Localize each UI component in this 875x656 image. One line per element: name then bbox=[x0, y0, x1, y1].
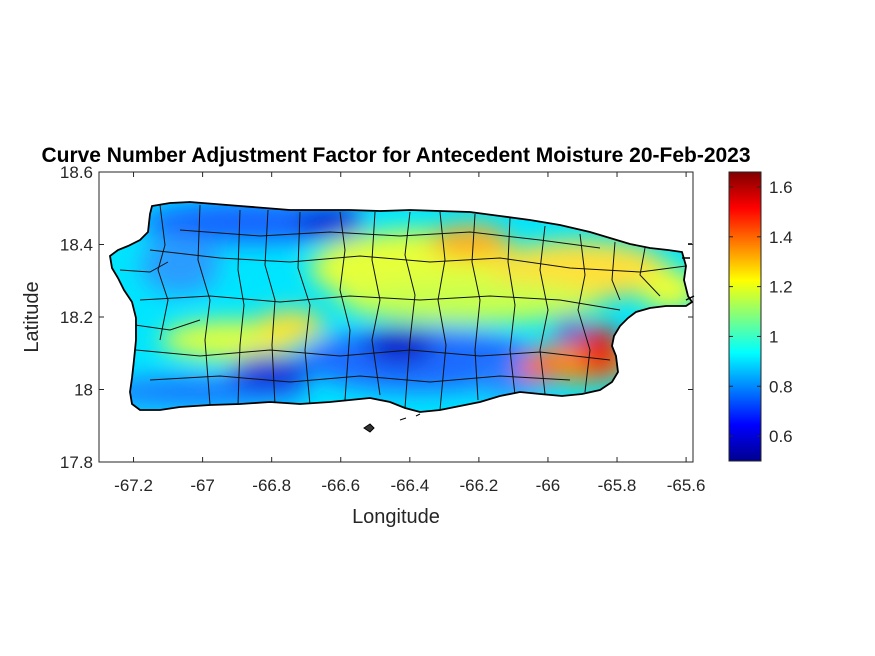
x-axis-label: Longitude bbox=[352, 506, 440, 528]
colorbar bbox=[728, 171, 762, 462]
y-tick-label: 18.2 bbox=[60, 308, 93, 327]
y-tick-label: 18.4 bbox=[60, 236, 93, 255]
y-tick-label: 18 bbox=[74, 381, 93, 400]
x-tick-label: -66.2 bbox=[460, 476, 499, 495]
colorbar-axis: 0.6 0.8 1 1.2 1.4 1.6 bbox=[729, 178, 793, 446]
x-tick-label: -66.8 bbox=[252, 476, 291, 495]
colorbar-tick-label: 0.8 bbox=[769, 377, 793, 396]
x-tick-label: -66.4 bbox=[390, 476, 429, 495]
x-tick-label: -65.6 bbox=[667, 476, 706, 495]
x-axis: -67.2 -67 -66.8 -66.6 -66.4 -66.2 -66 -65.8 -65.… bbox=[114, 172, 705, 495]
x-tick-label: -67 bbox=[190, 476, 215, 495]
south-islets bbox=[399, 413, 421, 421]
colorbar-tick-label: 1.4 bbox=[769, 228, 793, 247]
chart-title: Curve Number Adjustment Factor for Antec… bbox=[41, 144, 750, 167]
y-axis-label: Latitude bbox=[21, 281, 43, 352]
x-tick-label: -67.2 bbox=[114, 476, 153, 495]
colorbar-tick-label: 1 bbox=[769, 327, 778, 346]
caja-de-muertos-islet bbox=[363, 423, 375, 433]
x-tick-label: -66 bbox=[536, 476, 561, 495]
colorbar-tick-label: 1.2 bbox=[769, 278, 793, 297]
municipality-boundaries bbox=[119, 204, 687, 411]
y-tick-label: 18.6 bbox=[60, 163, 93, 182]
y-tick-label: 17.8 bbox=[60, 453, 93, 472]
x-tick-label: -66.6 bbox=[321, 476, 360, 495]
colorbar-tick-label: 0.6 bbox=[769, 427, 793, 446]
y-axis: 17.8 18 18.2 18.4 18.6 bbox=[60, 163, 693, 472]
colorbar-tick-label: 1.6 bbox=[769, 178, 793, 197]
x-tick-label: -65.8 bbox=[598, 476, 637, 495]
